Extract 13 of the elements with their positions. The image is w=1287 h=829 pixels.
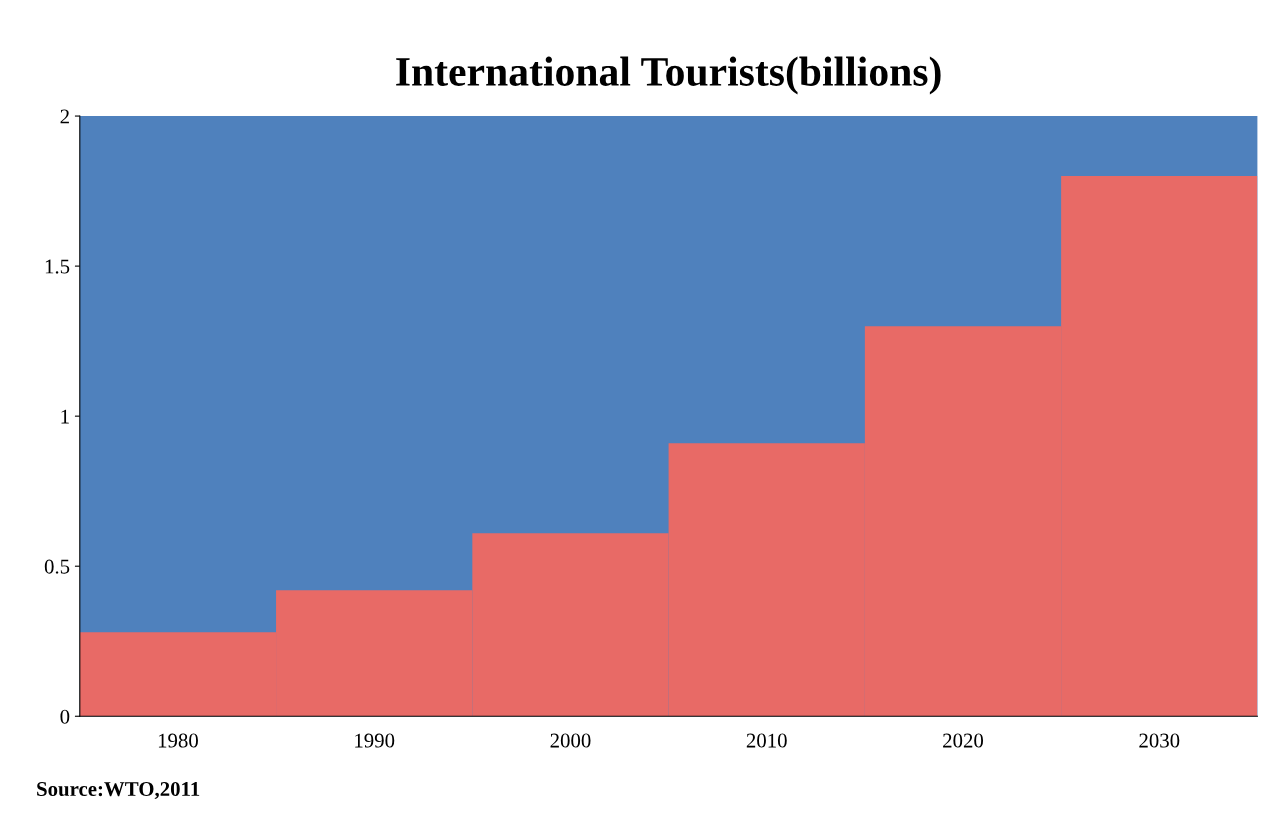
x-tick-label: 1990 xyxy=(355,733,395,748)
y-tick-label: 1 xyxy=(61,409,69,424)
y-tick-label: 1.5 xyxy=(45,259,70,274)
x-tick-label: 1980 xyxy=(158,733,198,748)
x-tick-label: 2020 xyxy=(943,733,984,748)
x-tick-label: 2030 xyxy=(1139,733,1180,748)
y-tick-label: 2 xyxy=(60,109,69,124)
chart-title: International Tourists(billions) xyxy=(396,56,941,95)
y-tick-label: 0 xyxy=(60,709,70,724)
x-tick-label: 2010 xyxy=(746,733,787,748)
x-tick-label: 2000 xyxy=(550,733,591,748)
y-tick-label: 0.5 xyxy=(44,559,70,574)
source-note: Source:WTO,2011 xyxy=(37,781,200,800)
